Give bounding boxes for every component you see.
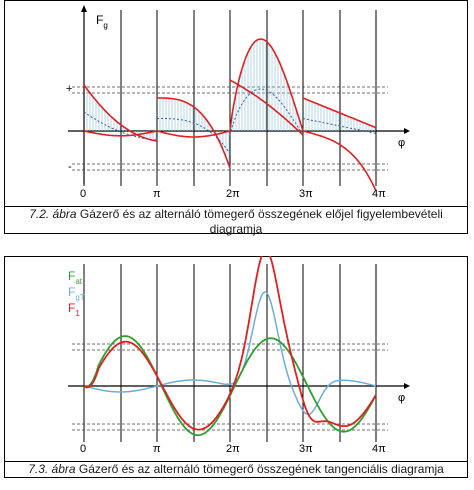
blue-curve bbox=[83, 291, 377, 416]
figure-caption: 7.2. ábra Gázerő és az alternáló tömeger… bbox=[4, 206, 468, 236]
x-axis-arrow bbox=[404, 383, 410, 389]
x-axis-label: φ bbox=[398, 137, 405, 149]
y-axis-label: Fg bbox=[96, 13, 108, 30]
red-curve bbox=[83, 256, 377, 431]
legend-entry: Fat bbox=[68, 269, 83, 286]
x-tick-label: π bbox=[153, 443, 161, 455]
plus-sign: + bbox=[66, 83, 72, 95]
dashed-reference-lines bbox=[72, 343, 388, 431]
caption-number: 7.2. bbox=[29, 207, 50, 221]
caption-word: ábra bbox=[52, 207, 77, 221]
caption-word: ábra bbox=[51, 462, 76, 476]
x-axis-label: φ bbox=[398, 392, 405, 404]
legend-entry: F1 bbox=[68, 301, 80, 318]
x-tick-label: 3π bbox=[299, 188, 313, 200]
vertical-gridlines bbox=[83, 10, 377, 186]
x-tick-label: 0 bbox=[80, 443, 86, 455]
legend-entry: FgT bbox=[68, 285, 85, 302]
caption-number: 7.3. bbox=[28, 462, 49, 476]
dotted-curve-2 bbox=[229, 88, 304, 136]
red-curve-mirror-3 bbox=[302, 130, 377, 192]
red-curve-2 bbox=[229, 38, 304, 132]
sign-diagram-plot: Fg + - φ 0 π 2π 3π 4π bbox=[66, 5, 410, 200]
red-curve-1 bbox=[157, 97, 231, 169]
dotted-curve-3 bbox=[302, 118, 377, 134]
dotted-curve-0 bbox=[83, 111, 158, 141]
force-curves bbox=[83, 38, 377, 192]
red-curve-mirror-0 bbox=[83, 130, 158, 137]
x-tick-label: π bbox=[153, 188, 161, 200]
red-curve-0 bbox=[83, 84, 158, 142]
x-tick-label: 3π bbox=[299, 443, 313, 455]
x-tick-label: 2π bbox=[226, 443, 240, 455]
minus-sign: - bbox=[68, 161, 72, 173]
x-tick-label: 4π bbox=[372, 443, 386, 455]
x-tick-label: 2π bbox=[226, 188, 240, 200]
figure-frame bbox=[4, 256, 468, 478]
figure-caption: 7.3. ábra Gázerő és az alternáló tömeger… bbox=[4, 461, 468, 478]
red-curve-3 bbox=[302, 97, 377, 129]
x-axis-arrow bbox=[404, 128, 410, 134]
caption-text: Gázerő és az alternáló tömegerő összegén… bbox=[78, 462, 444, 476]
caption-text: Gázerő és az alternáló tömegerő összegén… bbox=[79, 207, 443, 236]
figure-7-3: φ 0 π 2π 3π 4π Fat FgT F1 7.3. ábra Gázerő és … bbox=[0, 256, 474, 490]
x-tick-label: 4π bbox=[372, 188, 386, 200]
y-axis-arrow bbox=[81, 5, 87, 12]
red-curve-mirror-2 bbox=[229, 79, 304, 136]
hatched-area bbox=[86, 39, 376, 166]
force-curves bbox=[83, 256, 377, 437]
x-tick-labels: 0 π 2π 3π 4π bbox=[80, 443, 386, 455]
dotted-curve-1 bbox=[157, 118, 231, 154]
red-curve-mirror-1 bbox=[156, 130, 231, 138]
x-tick-label: 0 bbox=[80, 188, 86, 200]
figure-frame bbox=[4, 0, 468, 234]
dashed-reference-lines bbox=[72, 86, 388, 171]
vertical-gridlines bbox=[83, 264, 377, 442]
figure-7-2: Fg + - φ 0 π 2π 3π 4π 7.2. ábra Gázerő és az… bbox=[0, 0, 474, 236]
x-tick-labels: 0 π 2π 3π 4π bbox=[80, 188, 386, 200]
